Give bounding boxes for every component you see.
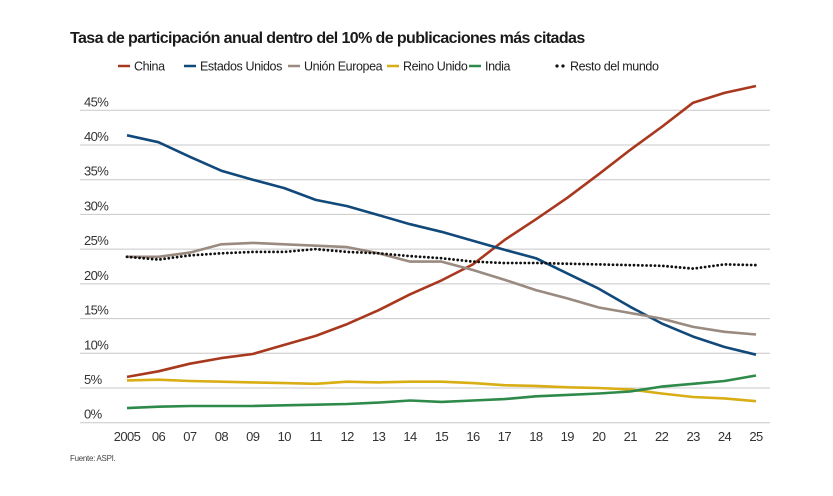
x-tick-label: 17 [498,429,512,444]
x-axis: 2005 06 07 08 09 10 11 12 13 14 15 16 17 18 19 20 21 22 23… [114,429,764,444]
x-tick-label: 20 [592,429,606,444]
y-tick-label: 35% [84,164,109,179]
y-tick-label: 15% [84,303,109,318]
x-tick-label: 09 [246,429,260,444]
y-axis: 0% 5% 10% 15% 20% 25% 30% 35% 40% 45% [84,94,110,422]
x-tick-label: 22 [655,429,669,444]
y-tick-label: 30% [84,198,109,213]
x-tick-label: 2005 [114,429,141,444]
x-tick-label: 11 [310,429,323,444]
legend: China Estados Unidos Unión Europea Reino Un… [118,60,659,74]
series-line-resto-del-mundo [125,247,758,271]
legend-label: Estados Unidos [200,60,282,74]
y-tick-label: 40% [84,129,109,144]
x-tick-label: 24 [718,429,732,444]
legend-item: India [469,60,511,74]
x-tick-label: 23 [686,429,700,444]
source-note: Fuente: ASPI. [70,454,116,463]
series-line-reino-unido [126,378,757,403]
legend-item: Resto del mundo [555,60,659,74]
legend-label: Reino Unido [403,60,468,74]
gridlines [80,109,770,424]
x-tick-label: 18 [529,429,543,444]
legend-item: Unión Europea [288,60,383,74]
y-tick-label: 10% [84,337,109,352]
y-tick-label: 20% [84,268,109,283]
legend-label: China [134,60,165,74]
x-tick-label: 19 [561,429,575,444]
y-tick-label: 25% [84,233,109,248]
series-lines [125,84,758,410]
y-tick-label: 45% [84,94,109,109]
legend-swatch [561,64,565,68]
legend-item: Reino Unido [387,60,468,74]
chart-title: Tasa de participación anual dentro del 1… [70,30,585,47]
x-tick-label: 21 [624,429,638,444]
y-tick-label: 0% [84,407,103,422]
x-tick-label: 15 [435,429,449,444]
legend-label: Unión Europea [304,60,383,74]
legend-label: India [485,60,511,74]
x-tick-label: 08 [215,429,229,444]
x-tick-label: 06 [152,429,166,444]
y-tick-label: 5% [84,372,103,387]
legend-item: Estados Unidos [184,60,282,74]
x-tick-label: 10 [278,429,292,444]
series-line-india [126,374,757,410]
x-tick-label: 16 [466,429,480,444]
series-line-unión-europea [127,241,757,336]
legend-swatch [555,64,559,68]
x-tick-label: 14 [403,429,417,444]
x-tick-label: 12 [341,429,355,444]
legend-item: China [118,60,166,74]
x-tick-label: 25 [749,429,763,444]
x-tick-label: 07 [183,429,197,444]
series-line-china [126,84,757,379]
x-tick-label: 13 [372,429,386,444]
legend-label: Resto del mundo [570,60,659,74]
